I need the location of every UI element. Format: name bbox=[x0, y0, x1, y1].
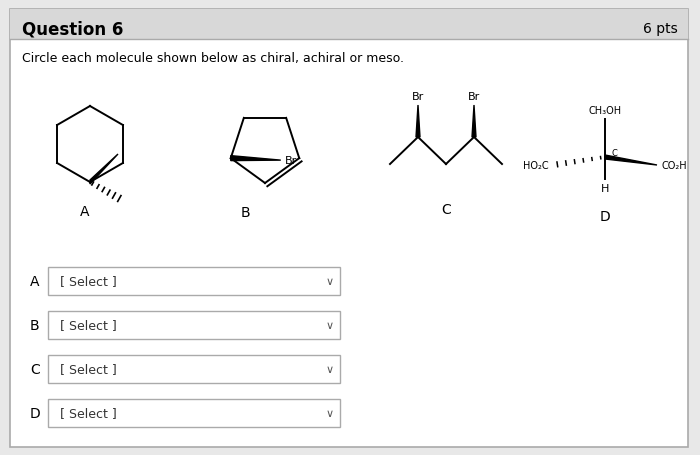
Text: Question 6: Question 6 bbox=[22, 20, 123, 38]
Text: [ Select ]: [ Select ] bbox=[60, 319, 117, 332]
Text: B: B bbox=[30, 318, 40, 332]
Text: [ Select ]: [ Select ] bbox=[60, 407, 117, 420]
Polygon shape bbox=[605, 156, 657, 166]
Text: ∨: ∨ bbox=[326, 364, 334, 374]
Text: Circle each molecule shown below as chiral, achiral or meso.: Circle each molecule shown below as chir… bbox=[22, 51, 404, 64]
Bar bbox=[48, 311, 340, 339]
Text: 6 pts: 6 pts bbox=[643, 22, 678, 36]
Text: H: H bbox=[601, 184, 609, 193]
Text: B: B bbox=[240, 206, 250, 219]
Text: HO₂C: HO₂C bbox=[524, 161, 549, 171]
Text: Br: Br bbox=[468, 92, 480, 102]
Text: CH₃OH: CH₃OH bbox=[589, 106, 622, 116]
Bar bbox=[48, 355, 340, 383]
Bar bbox=[48, 268, 340, 295]
Text: ∨: ∨ bbox=[326, 320, 334, 330]
Text: C: C bbox=[441, 202, 451, 217]
Bar bbox=[48, 399, 340, 427]
Text: [ Select ]: [ Select ] bbox=[60, 363, 117, 376]
Text: [ Select ]: [ Select ] bbox=[60, 275, 117, 288]
Text: C: C bbox=[30, 362, 40, 376]
Polygon shape bbox=[472, 106, 476, 138]
Text: CO₂H: CO₂H bbox=[661, 161, 687, 171]
Polygon shape bbox=[90, 155, 118, 185]
Text: A: A bbox=[80, 205, 90, 218]
Polygon shape bbox=[416, 106, 420, 138]
Text: Br: Br bbox=[412, 92, 424, 102]
Polygon shape bbox=[231, 156, 281, 161]
Text: ∨: ∨ bbox=[326, 408, 334, 418]
Text: C: C bbox=[611, 149, 617, 158]
Text: A: A bbox=[30, 274, 39, 288]
Text: D: D bbox=[600, 210, 610, 223]
Text: Br: Br bbox=[285, 156, 297, 166]
Bar bbox=[10, 10, 688, 40]
Text: D: D bbox=[30, 406, 41, 420]
Text: ∨: ∨ bbox=[326, 276, 334, 286]
